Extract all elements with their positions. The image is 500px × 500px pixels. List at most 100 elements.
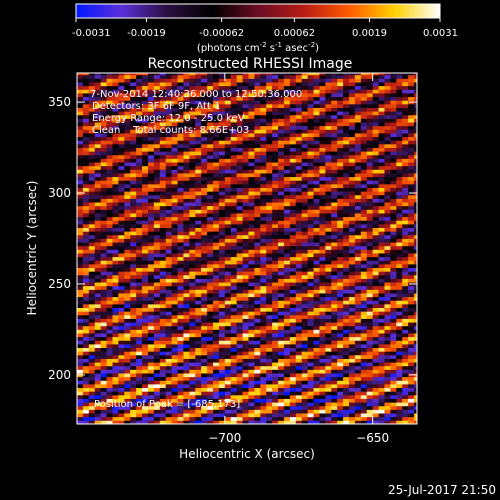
heatmap-cell	[390, 318, 397, 323]
heatmap-cell	[124, 285, 131, 290]
heatmap-cell	[384, 136, 391, 141]
heatmap-cell	[106, 376, 113, 381]
heatmap-cell	[301, 267, 309, 272]
heatmap-cell	[159, 114, 167, 119]
heatmap-cell	[272, 158, 279, 163]
heatmap-cell	[307, 202, 314, 207]
heatmap-cell	[224, 285, 232, 290]
heatmap-cell	[142, 322, 149, 327]
heatmap-cell	[372, 314, 379, 319]
heatmap-cell	[177, 198, 184, 203]
heatmap-cell	[224, 173, 232, 178]
heatmap-cell	[301, 223, 309, 228]
heatmap-cell	[147, 231, 155, 236]
heatmap-cell	[183, 111, 190, 116]
heatmap-cell	[177, 314, 184, 319]
heatmap-cell	[254, 325, 261, 330]
heatmap-cell	[153, 311, 161, 316]
heatmap-cell	[106, 231, 113, 236]
heatmap-cell	[248, 209, 255, 214]
heatmap-cell	[77, 307, 84, 312]
heatmap-cell	[207, 354, 214, 359]
heatmap-cell	[177, 114, 184, 119]
heatmap-cell	[183, 187, 190, 192]
heatmap-cell	[189, 242, 196, 247]
heatmap-cell	[183, 125, 190, 130]
heatmap-cell	[112, 274, 119, 279]
heatmap-cell	[136, 343, 143, 349]
heatmap-cell	[278, 303, 285, 309]
heatmap-cell	[147, 129, 155, 134]
heatmap-cell	[414, 125, 417, 130]
heatmap-cell	[236, 380, 243, 385]
heatmap-cell	[106, 223, 113, 228]
heatmap-cell	[272, 293, 279, 298]
heatmap-cell	[402, 314, 409, 319]
heatmap-cell	[236, 118, 243, 123]
heatmap-cell	[266, 220, 273, 225]
heatmap-cell	[218, 362, 226, 367]
heatmap-cell	[354, 420, 362, 424]
heatmap-cell	[248, 213, 255, 218]
heatmap-cell	[254, 420, 261, 424]
heatmap-cell	[189, 420, 196, 424]
heatmap-cell	[301, 278, 309, 283]
heatmap-cell	[331, 143, 338, 148]
heatmap-cell	[100, 391, 107, 396]
heatmap-cell	[147, 420, 155, 424]
heatmap-cell	[301, 289, 309, 294]
heatmap-cell	[325, 373, 332, 378]
heatmap-cell	[124, 351, 131, 356]
heatmap-cell	[307, 373, 314, 378]
heatmap-cell	[106, 147, 113, 152]
heatmap-cell	[396, 151, 403, 156]
heatmap-cell	[260, 311, 267, 316]
heatmap-cell	[230, 187, 238, 192]
heatmap-cell	[325, 271, 332, 276]
heatmap-cell	[254, 216, 261, 221]
heatmap-cell	[396, 383, 403, 389]
heatmap-cell	[130, 191, 137, 196]
heatmap-cell	[390, 362, 397, 367]
heatmap-cell	[230, 143, 238, 148]
heatmap-cell	[77, 220, 84, 225]
heatmap-cell	[213, 114, 220, 119]
heatmap-cell	[283, 318, 291, 323]
heatmap-cell	[118, 336, 125, 341]
heatmap-cell	[118, 202, 125, 207]
heatmap-cell	[88, 234, 96, 239]
heatmap-cell	[189, 169, 196, 174]
heatmap-cell	[272, 307, 279, 312]
heatmap-cell	[354, 285, 362, 290]
heatmap-cell	[177, 343, 184, 349]
heatmap-cell	[77, 289, 84, 294]
heatmap-cell	[130, 122, 137, 127]
heatmap-cell	[325, 303, 332, 309]
heatmap-cell	[390, 416, 397, 421]
heatmap-cell	[159, 111, 167, 116]
heatmap-cell	[165, 231, 173, 236]
heatmap-cell	[325, 227, 332, 232]
heatmap-cell	[378, 351, 385, 356]
heatmap-cell	[230, 340, 238, 345]
heatmap-cell	[366, 165, 374, 170]
heatmap-cell	[384, 383, 391, 389]
heatmap-cell	[236, 227, 243, 232]
heatmap-cell	[396, 180, 403, 185]
heatmap-cell	[177, 300, 184, 305]
heatmap-cell	[195, 293, 202, 298]
heatmap-cell	[130, 183, 137, 188]
heatmap-cell	[295, 202, 303, 207]
heatmap-cell	[236, 373, 243, 378]
heatmap-cell	[165, 282, 173, 287]
heatmap-cell	[360, 158, 368, 163]
heatmap-cell	[331, 340, 338, 345]
heatmap-cell	[88, 354, 96, 359]
heatmap-cell	[130, 176, 137, 181]
heatmap-cell	[153, 336, 161, 341]
heatmap-cell	[331, 242, 338, 247]
heatmap-cell	[307, 311, 314, 316]
heatmap-cell	[189, 187, 196, 192]
heatmap-cell	[372, 376, 379, 381]
heatmap-cell	[77, 351, 84, 356]
